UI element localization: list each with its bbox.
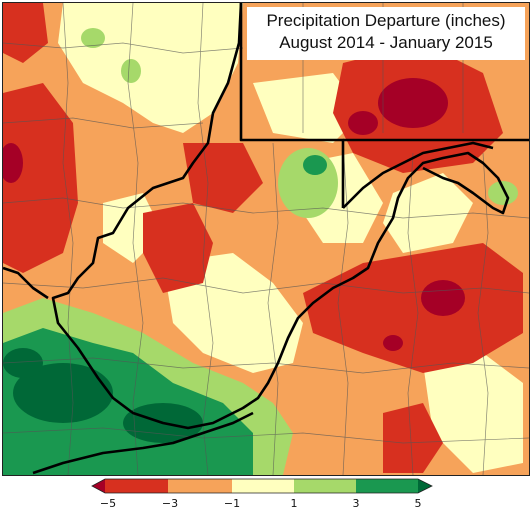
legend-tick-3: −1: [223, 497, 241, 510]
legend-bin-above-max: [418, 479, 432, 493]
legend-colorbar: [91, 478, 433, 494]
title-line-1: Precipitation Departure (inches): [266, 11, 506, 30]
legend-bin-below-min: [92, 479, 105, 493]
precipitation-map: Precipitation Departure (inches) August …: [2, 2, 530, 476]
legend-bin-4: [294, 479, 356, 493]
map-canvas: [3, 3, 529, 475]
legend-tick-1: −5: [99, 497, 117, 510]
legend-bin-2: [168, 479, 232, 493]
legend-bin-5: [356, 479, 418, 493]
legend-bin-1: [105, 479, 168, 493]
very-dry-areas: [3, 78, 465, 351]
legend-bin-3: [232, 479, 294, 493]
map-title: Precipitation Departure (inches) August …: [247, 7, 525, 60]
legend-tick-2: −3: [161, 497, 179, 510]
state-borders: [3, 3, 529, 475]
legend-tick-5: 3: [352, 497, 360, 510]
title-line-2: August 2014 - January 2015: [279, 33, 493, 52]
county-lines: [3, 3, 529, 475]
legend-outline: [91, 478, 433, 494]
legend-tick-4: 1: [290, 497, 298, 510]
legend-tick-6: 5: [414, 497, 422, 510]
near-normal-areas: [58, 3, 523, 473]
color-legend: −5 −3 −1 1 3 5: [0, 478, 531, 511]
extremely-wet-areas: [3, 348, 203, 443]
